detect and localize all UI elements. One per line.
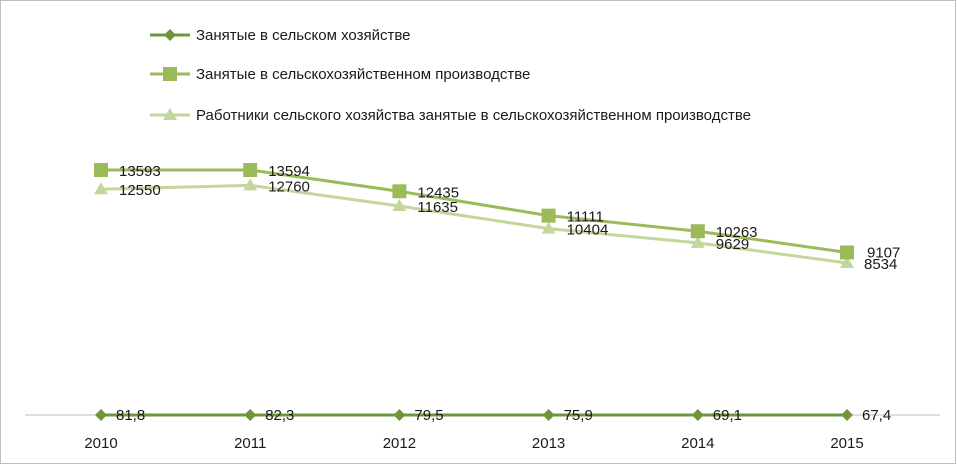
point-triangle-2013 — [541, 221, 556, 234]
point-diamond-2015 — [841, 409, 853, 421]
data-label-square-2014: 10263 — [716, 224, 758, 241]
data-label-diamond-2012: 79,5 — [414, 407, 443, 424]
point-diamond-2011 — [244, 409, 257, 421]
data-label-diamond-2014: 69,1 — [713, 407, 742, 424]
point-triangle-2012 — [392, 199, 407, 212]
point-square-2012 — [392, 184, 407, 199]
data-label-square-2010: 13593 — [119, 163, 161, 180]
data-label-triangle-2013: 10404 — [567, 222, 609, 239]
data-label-diamond-2015: 67,4 — [862, 407, 891, 424]
data-label-square-2011: 13594 — [268, 163, 310, 180]
data-label-triangle-2011: 12760 — [268, 178, 310, 195]
series-line-triangle — [100, 183, 848, 265]
point-triangle-2010 — [94, 182, 108, 195]
series-triangle: 12550 12760 11635 10404 9629 8534 — [94, 178, 897, 273]
point-square-2014 — [690, 224, 705, 239]
data-label-square-2015: 9107 — [867, 244, 900, 261]
x-axis-ticks: 2010 2011 2012 2013 2014 2015 — [84, 415, 864, 452]
data-label-triangle-2015: 8534 — [864, 256, 897, 273]
point-diamond-2013 — [542, 409, 555, 421]
point-square-2011 — [243, 163, 258, 177]
point-square-2015 — [840, 245, 854, 260]
x-tick-label-2011: 2011 — [234, 435, 266, 452]
point-square-2013 — [541, 208, 556, 223]
data-label-diamond-2013: 75,9 — [564, 407, 593, 424]
legend-triangle-label: Работники сельского хозяйства занятые в … — [196, 107, 751, 124]
x-tick-label-2013: 2013 — [532, 435, 565, 452]
point-diamond-2010 — [95, 409, 107, 421]
series-square: 13593 13594 12435 11111 10263 9107 — [94, 163, 900, 261]
point-triangle-2015 — [840, 256, 854, 268]
x-tick-label-2010: 2010 — [84, 435, 117, 452]
data-label-diamond-2010: 81,8 — [116, 407, 145, 424]
legend-square-marker — [163, 67, 177, 81]
point-triangle-2014 — [690, 235, 705, 248]
legend-diamond-marker — [164, 29, 176, 41]
data-label-square-2012: 12435 — [417, 184, 459, 201]
series-line-square — [100, 168, 848, 254]
legend-triangle-marker — [163, 108, 177, 120]
legend-square-label: Занятые в сельскохозяйственном производс… — [196, 66, 530, 83]
point-diamond-2012 — [393, 409, 406, 421]
point-diamond-2014 — [691, 409, 704, 421]
series-diamond: 81,8 82,3 79,5 75,9 69,1 67,4 — [95, 407, 891, 424]
point-square-2010 — [94, 163, 108, 178]
legend-diamond-label: Занятые в сельском хозяйстве — [196, 27, 410, 44]
x-tick-label-2015: 2015 — [830, 435, 863, 452]
data-label-triangle-2012: 11635 — [417, 199, 458, 216]
data-label-triangle-2010: 12550 — [119, 182, 161, 199]
data-label-triangle-2014: 9629 — [716, 236, 749, 253]
x-tick-label-2012: 2012 — [383, 435, 416, 452]
data-label-diamond-2011: 82,3 — [265, 407, 294, 424]
x-tick-label-2014: 2014 — [681, 435, 714, 452]
legend: Занятые в сельском хозяйстве Занятые в се… — [150, 27, 751, 124]
point-triangle-2011 — [243, 178, 258, 191]
data-label-square-2013: 11111 — [567, 209, 604, 226]
